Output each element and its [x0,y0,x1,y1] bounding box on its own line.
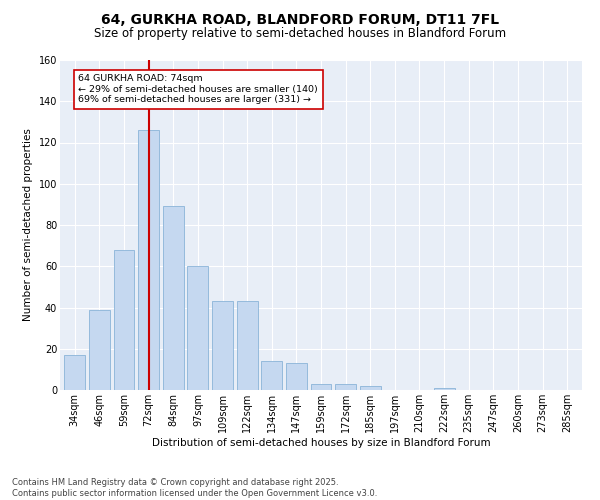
Bar [89,310,110,390]
Bar [236,302,257,390]
Text: Size of property relative to semi-detached houses in Blandford Forum: Size of property relative to semi-detach… [94,28,506,40]
Bar [261,361,282,390]
X-axis label: Distribution of semi-detached houses by size in Blandford Forum: Distribution of semi-detached houses by … [152,438,490,448]
Text: 64, GURKHA ROAD, BLANDFORD FORUM, DT11 7FL: 64, GURKHA ROAD, BLANDFORD FORUM, DT11 7… [101,12,499,26]
Bar [286,363,307,390]
Bar [64,355,85,390]
Bar [360,386,381,390]
Bar [212,302,233,390]
Bar [335,384,356,390]
Text: 64 GURKHA ROAD: 74sqm
← 29% of semi-detached houses are smaller (140)
69% of sem: 64 GURKHA ROAD: 74sqm ← 29% of semi-deta… [79,74,318,104]
Y-axis label: Number of semi-detached properties: Number of semi-detached properties [23,128,33,322]
Bar [113,250,134,390]
Bar [163,206,184,390]
Bar [138,130,159,390]
Text: Contains HM Land Registry data © Crown copyright and database right 2025.
Contai: Contains HM Land Registry data © Crown c… [12,478,377,498]
Bar [311,384,331,390]
Bar [187,266,208,390]
Bar [434,388,455,390]
